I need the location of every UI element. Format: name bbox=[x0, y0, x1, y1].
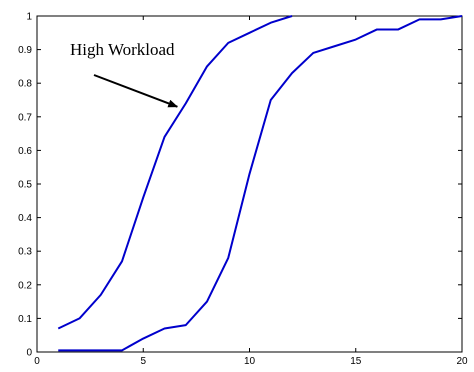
series-lines bbox=[57, 15, 463, 352]
plot-border bbox=[36, 15, 463, 353]
x-tick-label: 15 bbox=[350, 356, 362, 367]
plot-frame bbox=[36, 15, 463, 353]
annotations: High Workload bbox=[70, 40, 179, 108]
annotation-arrow bbox=[93, 74, 179, 108]
y-tick-label: 0.9 bbox=[18, 45, 32, 56]
y-tick-label: 1 bbox=[26, 12, 32, 23]
x-tick-label: 20 bbox=[456, 356, 468, 367]
axis-tick-labels: 0 5 10 15 20 0 0.1 0.2 0.3 0.4 0.5 0.6 0.7 0.8 0.9 1 bbox=[18, 12, 468, 368]
x-tick-label: 0 bbox=[34, 356, 40, 367]
y-tick-label: 0.4 bbox=[18, 213, 32, 224]
y-tick-label: 0.6 bbox=[18, 146, 32, 157]
y-tick-label: 0 bbox=[26, 348, 32, 359]
y-tick-label: 0.8 bbox=[18, 79, 32, 90]
annotation-label: High Workload bbox=[70, 40, 175, 59]
y-tick-label: 0.7 bbox=[18, 112, 32, 123]
axis-ticks bbox=[36, 15, 463, 353]
series-line-2 bbox=[58, 15, 463, 352]
x-tick-label: 5 bbox=[140, 356, 146, 367]
series-line-1 bbox=[57, 15, 293, 330]
y-tick-label: 0.1 bbox=[18, 314, 32, 325]
y-tick-label: 0.3 bbox=[18, 247, 32, 258]
y-tick-label: 0.5 bbox=[18, 180, 32, 191]
y-tick-label: 0.2 bbox=[18, 280, 32, 291]
x-tick-label: 10 bbox=[244, 356, 256, 367]
